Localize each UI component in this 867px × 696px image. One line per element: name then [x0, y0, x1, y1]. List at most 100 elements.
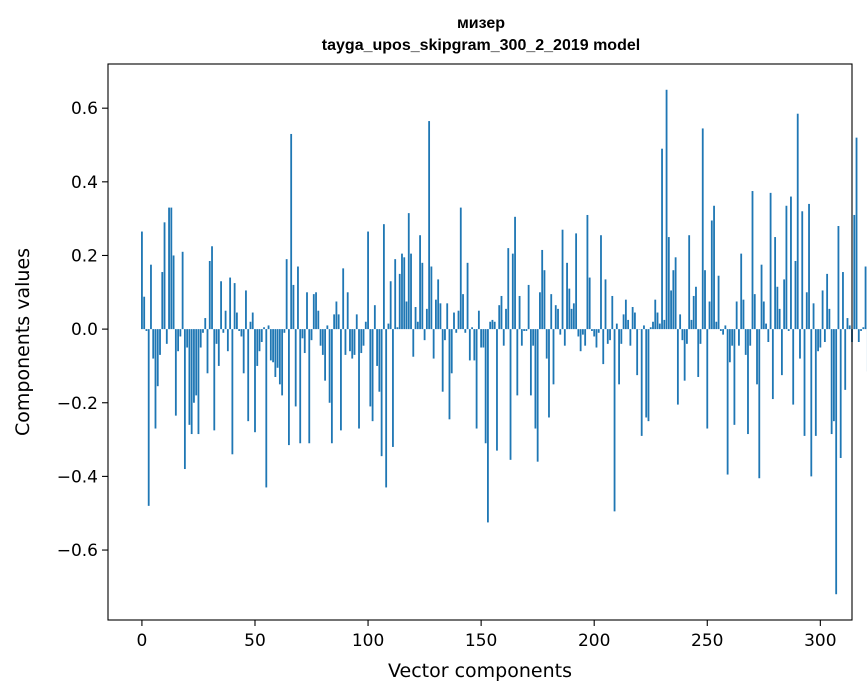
bar — [263, 327, 265, 330]
bar — [563, 329, 566, 346]
bar — [172, 255, 175, 330]
bar — [297, 266, 299, 330]
bar — [602, 329, 605, 365]
bar — [733, 329, 736, 425]
bar — [274, 329, 277, 377]
bar — [330, 329, 333, 444]
plot-frame — [107, 63, 853, 621]
bar — [747, 329, 749, 435]
bar — [335, 301, 338, 330]
bar — [206, 329, 209, 374]
bar — [362, 329, 365, 346]
bar — [222, 329, 225, 333]
bar — [550, 294, 553, 330]
chart-title-line2: tayga_upos_skipgram_300_2_2019 model — [322, 37, 640, 54]
bar — [466, 262, 469, 330]
bar — [177, 329, 180, 352]
bar — [837, 226, 840, 330]
bar — [195, 329, 198, 396]
bar — [753, 294, 756, 330]
bar — [624, 299, 627, 330]
bar — [801, 211, 804, 330]
bar — [468, 329, 471, 361]
bar — [247, 329, 250, 422]
bar — [161, 272, 164, 330]
bar — [539, 292, 541, 330]
bar — [780, 329, 783, 376]
bar — [285, 259, 288, 330]
bar — [240, 329, 243, 337]
bar — [790, 196, 792, 330]
bar — [174, 329, 177, 416]
bar — [839, 329, 842, 458]
bar — [814, 329, 817, 436]
bar — [719, 329, 722, 331]
bar — [245, 290, 247, 330]
bar — [609, 329, 611, 341]
bar — [566, 262, 568, 330]
y-axis-label: Components values — [12, 248, 34, 436]
bar — [315, 292, 317, 330]
bar — [581, 329, 584, 335]
bar — [496, 329, 498, 451]
bar — [833, 329, 835, 422]
bar — [706, 329, 709, 429]
bar — [267, 325, 270, 330]
x-tick-label: 200 — [578, 631, 610, 651]
bar — [186, 329, 189, 348]
bar — [724, 325, 727, 330]
bar — [615, 323, 618, 330]
bar — [143, 296, 146, 330]
bar — [799, 329, 801, 359]
bar — [717, 275, 720, 330]
bar — [455, 329, 458, 333]
bar — [489, 321, 492, 330]
bar — [663, 319, 666, 330]
bar — [360, 329, 363, 354]
bar — [217, 329, 220, 366]
bar — [613, 329, 616, 512]
bar — [229, 277, 232, 330]
bar — [600, 235, 602, 330]
bar — [288, 329, 290, 446]
bar — [656, 312, 659, 330]
bar — [351, 329, 354, 359]
bar — [473, 329, 476, 361]
bar — [425, 308, 428, 330]
bar — [170, 207, 173, 330]
bar — [575, 233, 578, 330]
y-tick-label: −0.2 — [57, 394, 98, 414]
bar — [842, 272, 844, 330]
bar — [233, 283, 236, 330]
bar — [254, 329, 256, 433]
bar — [665, 89, 668, 330]
bar — [722, 329, 725, 335]
bar — [459, 207, 462, 330]
bar — [364, 321, 367, 330]
bar — [774, 237, 777, 330]
bar — [141, 231, 143, 330]
bar-series — [141, 89, 867, 595]
bar — [480, 329, 483, 348]
bar — [518, 295, 521, 330]
bar — [541, 249, 544, 330]
bar — [242, 329, 245, 374]
bar — [403, 257, 406, 330]
bar — [726, 329, 729, 475]
bar — [181, 251, 184, 330]
bar — [147, 329, 150, 506]
bar — [552, 329, 555, 385]
bar — [199, 329, 202, 348]
bar — [697, 329, 700, 377]
bar — [620, 329, 623, 344]
x-tick-label: 0 — [137, 631, 148, 651]
bar — [457, 310, 460, 330]
bar — [321, 329, 324, 355]
bar — [380, 329, 383, 457]
bar — [446, 303, 449, 330]
bar — [690, 319, 693, 330]
bar — [557, 308, 559, 330]
bar — [303, 329, 306, 354]
bar — [152, 329, 155, 359]
bar — [654, 299, 657, 330]
